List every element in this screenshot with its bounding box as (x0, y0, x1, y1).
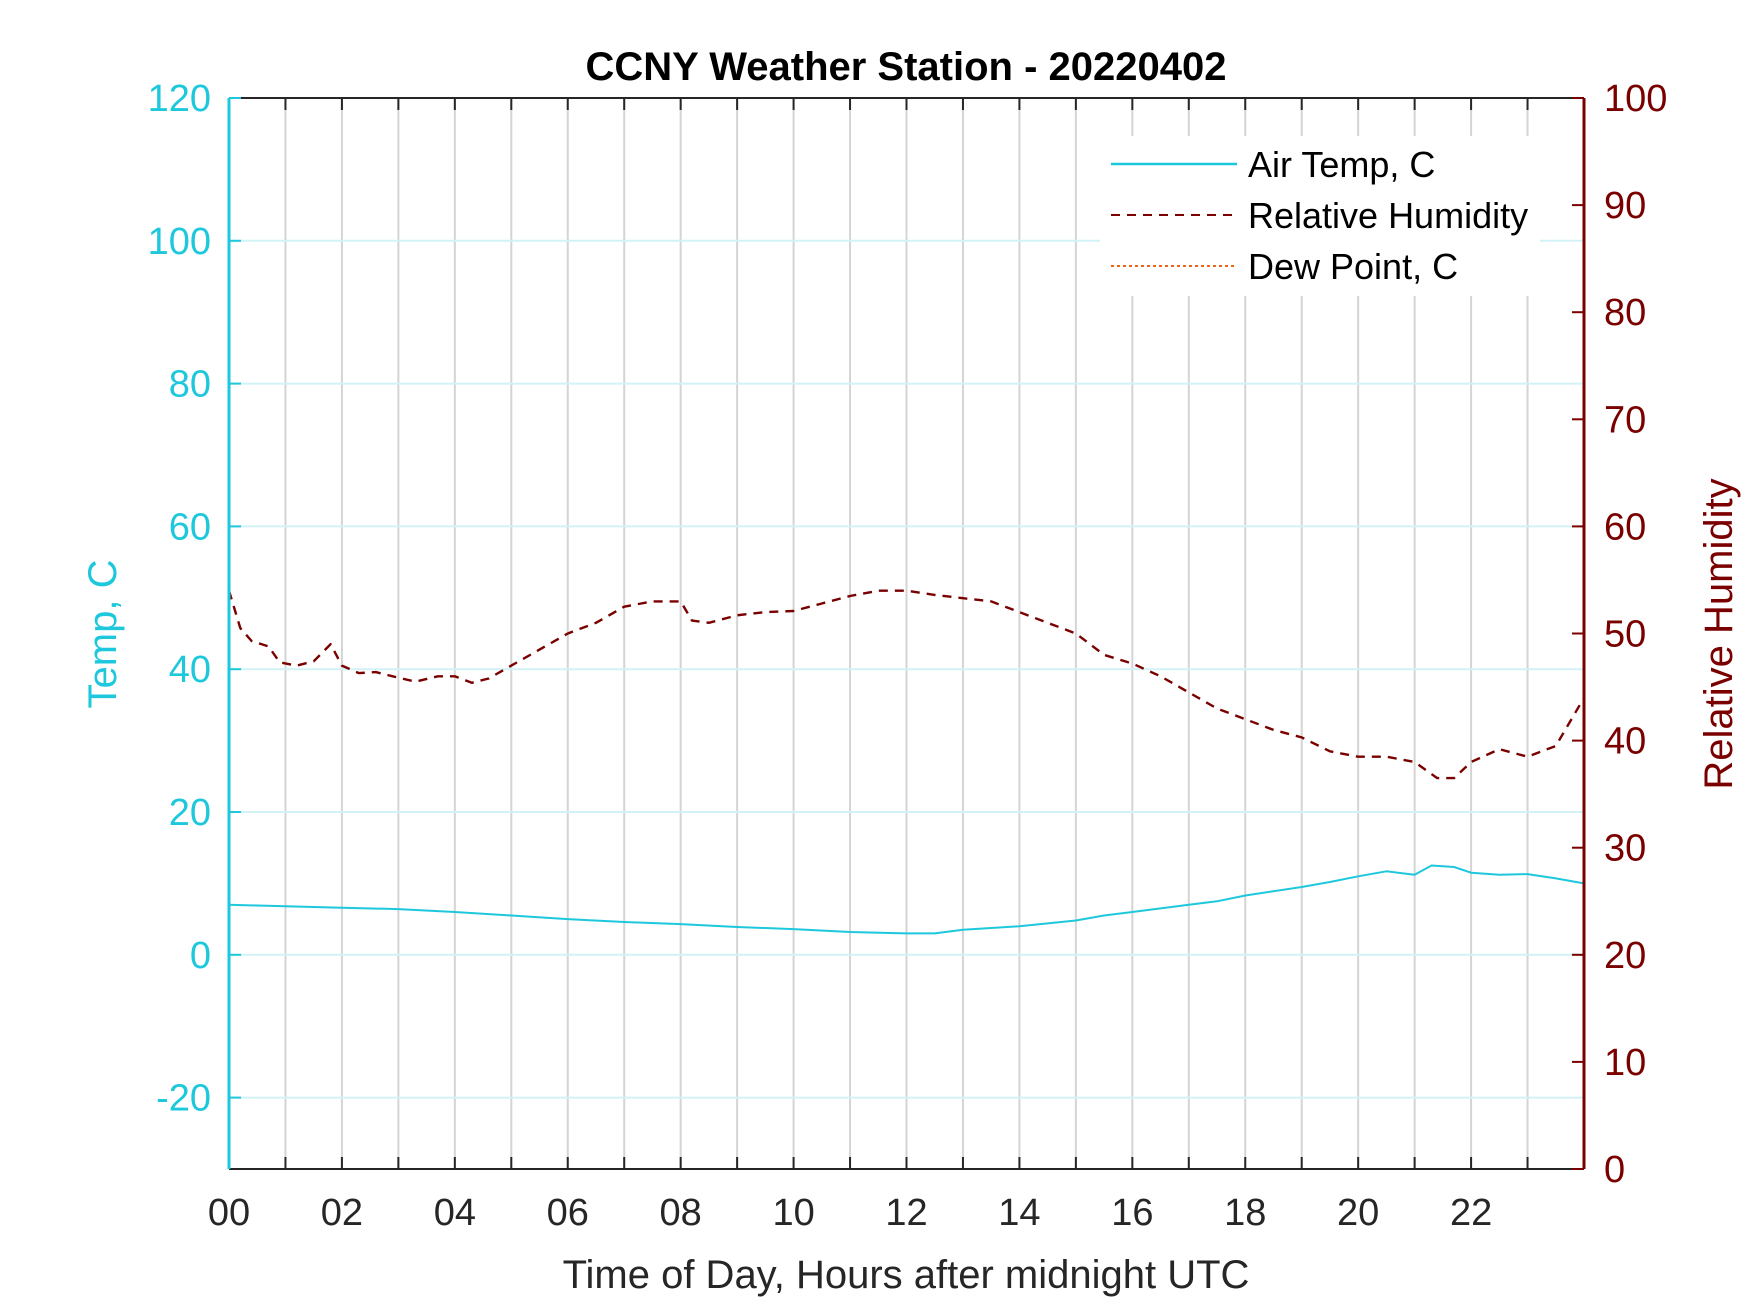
legend-label: Air Temp, C (1248, 144, 1435, 185)
y-right-tick-label: 40 (1604, 721, 1646, 763)
x-tick-label: 12 (885, 1192, 927, 1234)
y-right-tick-label: 90 (1604, 185, 1646, 227)
y-right-tick-label: 100 (1604, 78, 1667, 120)
legend-box (1100, 136, 1540, 296)
x-tick-label: 14 (998, 1192, 1040, 1234)
y-left-tick-label: 60 (169, 506, 211, 548)
y-left-tick-label: 20 (169, 792, 211, 834)
x-tick-label: 22 (1450, 1192, 1492, 1234)
axes: 00 02 04 06 08 10 12 14 16 18 20 22-200204060801001… (148, 78, 1668, 1234)
y-left-tick-label: -20 (156, 1078, 211, 1120)
series-line-1 (227, 589, 1586, 780)
chart-title: CCNY Weather Station - 20220402 (586, 45, 1227, 89)
y-right-tick-label: 60 (1604, 506, 1646, 548)
x-tick-label: 18 (1224, 1192, 1266, 1234)
x-tick-label: 02 (321, 1192, 363, 1234)
grid (229, 98, 1584, 1169)
y-right-tick-label: 10 (1604, 1042, 1646, 1084)
legend-label: Dew Point, C (1248, 246, 1458, 287)
x-tick-label: 08 (660, 1192, 702, 1234)
y-right-tick-label: 50 (1604, 614, 1646, 656)
x-tick-label: 20 (1337, 1192, 1379, 1234)
series-line-0 (228, 864, 1585, 935)
y-axis-left-label: Temp, C (81, 560, 125, 709)
y-left-tick-label: 80 (169, 364, 211, 406)
y-right-tick-label: 0 (1604, 1149, 1625, 1191)
x-axis-label: Time of Day, Hours after midnight UTC (563, 1253, 1250, 1297)
y-axis-right-label: Relative Humidity (1697, 478, 1741, 789)
x-tick-label: 16 (1111, 1192, 1153, 1234)
x-tick-label: 04 (434, 1192, 476, 1234)
x-tick-label: 10 (772, 1192, 814, 1234)
y-right-tick-label: 30 (1604, 828, 1646, 870)
y-left-tick-label: 0 (190, 935, 211, 977)
y-left-tick-label: 40 (169, 649, 211, 691)
y-right-tick-label: 80 (1604, 292, 1646, 334)
series-layer (227, 589, 1586, 935)
y-right-tick-label: 70 (1604, 399, 1646, 441)
legend-label: Relative Humidity (1248, 195, 1528, 236)
legend: Air Temp, C Relative Humidity Dew Point, C (1100, 136, 1540, 296)
y-left-tick-label: 100 (148, 221, 211, 263)
x-tick-label: 00 (208, 1192, 250, 1234)
y-right-tick-label: 20 (1604, 935, 1646, 977)
x-tick-label: 06 (547, 1192, 589, 1234)
y-left-tick-label: 120 (148, 78, 211, 120)
